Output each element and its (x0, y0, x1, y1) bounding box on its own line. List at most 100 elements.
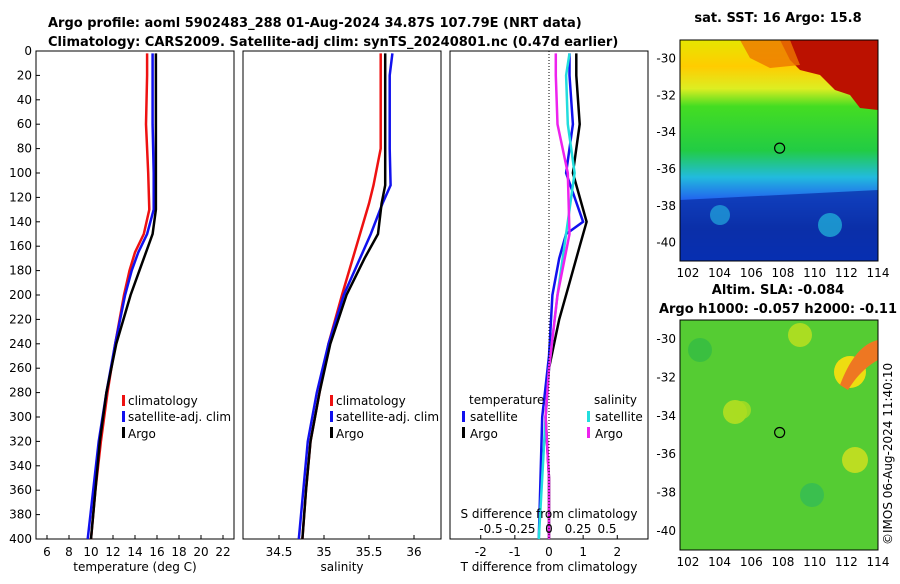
sla-patch (842, 447, 868, 473)
series-line-argo (89, 53, 158, 540)
series-line-salinity-satellite (537, 53, 576, 540)
argo-location-marker (774, 142, 786, 154)
map-y-tick-label: -34 (656, 125, 676, 139)
series-line-satellite-adj-clim (297, 53, 394, 540)
imos-credit: ©IMOS 06-Aug-2024 11:40:10 (881, 363, 895, 545)
depth-tick-label: 260 (9, 361, 32, 375)
s-tick-label: -0.5 (479, 522, 502, 536)
depth-tick-label: 240 (9, 337, 32, 351)
depth-tick-label: 160 (9, 239, 32, 253)
sla-high-patch (840, 340, 878, 390)
legend-label-satellite: satellite-adj. clim (336, 410, 439, 424)
depth-tick-label: 400 (9, 532, 32, 546)
series-line-salinity-argo (544, 53, 571, 539)
depth-tick-label: 280 (9, 386, 32, 400)
map-x-tick-label: 114 (867, 555, 890, 569)
s-tick-label: 0.5 (597, 522, 616, 536)
legend-label-sal-satellite: satellite (595, 410, 643, 424)
sst-eddy (710, 205, 730, 225)
sst-warm-patch (780, 40, 878, 110)
depth-tick-label: 340 (9, 459, 32, 473)
legend-label-sal-argo: Argo (595, 427, 623, 441)
sla-map-title: Altim. SLA: -0.084 (712, 283, 844, 298)
legend-swatch-argo (330, 427, 333, 438)
argo-location-marker (774, 426, 786, 439)
depth-tick-label: 200 (9, 288, 32, 302)
salinity-profile-chart: 34.5 35 35.5 36 (266, 53, 422, 559)
temperature-plot-frame (35, 50, 235, 540)
legend-swatch-sal-satellite (587, 411, 590, 422)
sst-map (680, 40, 878, 261)
x-tick-label: 36 (406, 545, 421, 559)
legend-swatch-satellite (122, 411, 125, 422)
series-line-argo (301, 53, 387, 540)
x-tick-label: 6 (43, 545, 51, 559)
x-tick-label: 1 (579, 545, 587, 559)
depth-tick-label: 300 (9, 410, 32, 424)
sla-map-frame (679, 319, 879, 551)
legend-label-temp-satellite: satellite (470, 410, 518, 424)
depth-tick-label: 20 (17, 68, 32, 82)
map-y-tick-label: -36 (656, 447, 676, 461)
sla-patch (788, 323, 812, 347)
legend-label-argo: Argo (128, 427, 156, 441)
map-x-tick-label: 108 (772, 266, 795, 280)
legend-swatch-temp-argo (462, 427, 465, 438)
sla-patch (733, 401, 751, 419)
legend-label-climatology: climatology (128, 394, 198, 408)
temperature-axis-label: temperature (deg C) (73, 560, 196, 574)
map-x-tick-label: 112 (835, 555, 858, 569)
map-y-tick-label: -38 (656, 486, 676, 500)
legend-swatch-temp-satellite (462, 411, 465, 422)
depth-tick-label: 320 (9, 434, 32, 448)
x-tick-label: 2 (613, 545, 621, 559)
map-y-tick-label: -40 (656, 236, 676, 250)
map-y-tick-label: -32 (656, 371, 676, 385)
temperature-legend: climatology satellite-adj. clim Argo (122, 394, 231, 441)
x-tick-label: 8 (65, 545, 73, 559)
depth-tick-label: 40 (17, 93, 32, 107)
map-x-tick-label: 108 (772, 555, 795, 569)
map-y-tick-label: -40 (656, 524, 676, 538)
depth-tick-label: 80 (17, 142, 32, 156)
legend-swatch-climatology (122, 395, 125, 406)
legend-swatch-sal-argo (587, 427, 590, 438)
legend-label-satellite: satellite-adj. clim (128, 410, 231, 424)
depth-tick-label: 140 (9, 215, 32, 229)
map-x-tick-label: 110 (803, 266, 826, 280)
salinity-axis-label: salinity (320, 560, 363, 574)
s-tick-label: -0.25 (504, 522, 535, 536)
x-tick-label: 20 (193, 545, 208, 559)
legend-heading-salinity: salinity (594, 393, 637, 407)
x-tick-label: 16 (149, 545, 164, 559)
x-tick-label: 34.5 (266, 545, 293, 559)
difference-profile-chart: -2 -1 0 1 2 -0.5 -0.25 0 0.25 0.5 (475, 51, 621, 559)
x-tick-label: 22 (215, 545, 230, 559)
x-tick-label: 12 (105, 545, 120, 559)
map-y-tick-label: -32 (656, 88, 676, 102)
map-x-tick-label: 102 (676, 555, 699, 569)
x-tick-label: -1 (509, 545, 521, 559)
sla-patch (800, 483, 824, 507)
legend-label-argo: Argo (336, 427, 364, 441)
map-x-tick-label: 112 (835, 266, 858, 280)
sst-eddy (818, 213, 842, 237)
legend-heading-temperature: temperature (469, 393, 544, 407)
depth-tick-label: 380 (9, 508, 32, 522)
x-tick-label: 18 (171, 545, 186, 559)
depth-tick-label: 100 (9, 166, 32, 180)
s-tick-label: 0.25 (565, 522, 592, 536)
salinity-legend: climatology satellite-adj. clim Argo (330, 394, 439, 441)
map-y-tick-label: -36 (656, 162, 676, 176)
map-y-tick-label: -30 (656, 332, 676, 346)
x-tick-label: 10 (83, 545, 98, 559)
depth-tick-label: 60 (17, 117, 32, 131)
sst-map-title: sat. SST: 16 Argo: 15.8 (694, 11, 861, 26)
s-tick-label: 0 (545, 522, 553, 536)
map-x-tick-label: 106 (740, 555, 763, 569)
sla-map (680, 320, 878, 550)
depth-axis: 0 20 40 60 80 100 120 140 160 180 200 220 240 260 280 3… (9, 44, 40, 546)
legend-swatch-argo (122, 427, 125, 438)
depth-tick-label: 0 (24, 44, 32, 58)
